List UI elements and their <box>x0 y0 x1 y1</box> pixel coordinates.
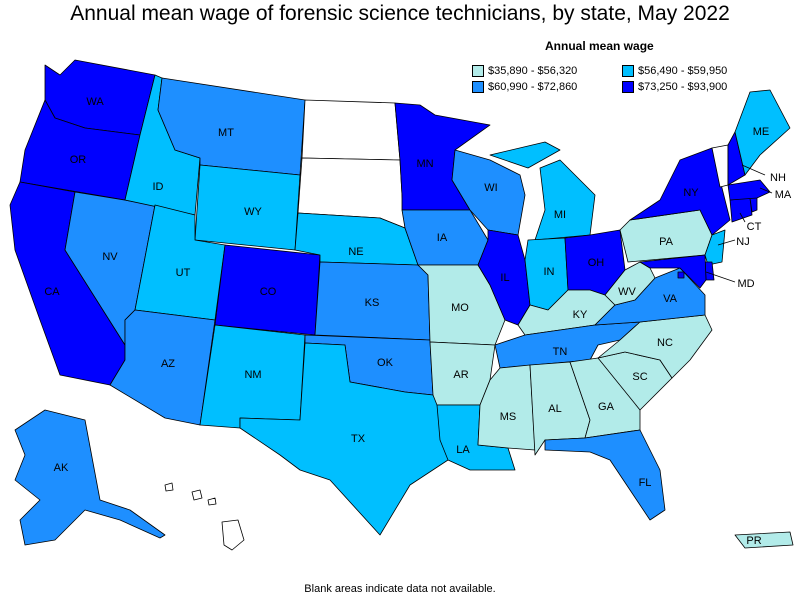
label-CA: CA <box>44 286 60 298</box>
state-TX[interactable] <box>239 342 449 536</box>
callout-line-CT <box>739 212 746 223</box>
label-ME: ME <box>753 126 770 138</box>
label-LA: LA <box>456 444 470 456</box>
map-title: Annual mean wage of forensic science tec… <box>70 2 730 25</box>
label-TX: TX <box>351 433 366 445</box>
state-ME[interactable] <box>734 89 791 176</box>
label-VA: VA <box>663 293 678 305</box>
label-FL: FL <box>639 477 652 489</box>
label-MD: MD <box>737 278 754 290</box>
label-AR: AR <box>453 369 468 381</box>
legend-swatch-bin-2 <box>472 81 484 93</box>
state-NJ[interactable] <box>704 229 726 266</box>
state-WV[interactable] <box>604 261 656 306</box>
label-KS: KS <box>365 297 380 309</box>
label-MS: MS <box>500 411 517 423</box>
label-MN: MN <box>416 158 433 170</box>
label-AL: AL <box>548 403 561 415</box>
label-TN: TN <box>553 346 568 358</box>
label-MI: MI <box>554 209 566 221</box>
label-NY: NY <box>683 187 699 199</box>
label-IA: IA <box>437 232 448 244</box>
legend-swatch-bin-3 <box>622 81 634 93</box>
state-MA[interactable] <box>727 179 771 201</box>
state-DC[interactable] <box>677 271 685 279</box>
state-labels: WA OR CA NV ID MT WY UT AZ CO NM NE KS O… <box>44 96 792 547</box>
label-PR: PR <box>746 535 761 547</box>
label-MT: MT <box>218 127 234 139</box>
label-KY: KY <box>573 309 588 321</box>
label-AZ: AZ <box>161 358 175 370</box>
callout-line-MD <box>705 271 736 283</box>
state-DE[interactable] <box>704 261 715 281</box>
label-IL: IL <box>500 272 509 284</box>
legend-item-bin-2: $60,990 - $72,860 <box>472 81 577 93</box>
state-FL[interactable] <box>544 429 666 521</box>
label-MA: MA <box>775 189 792 201</box>
legend-title: Annual mean wage <box>545 39 654 53</box>
legend-label-bin-0: $35,890 - $56,320 <box>488 65 578 77</box>
label-NV: NV <box>102 251 118 263</box>
label-NC: NC <box>657 337 673 349</box>
label-WI: WI <box>484 182 497 194</box>
label-NH: NH <box>770 172 786 184</box>
state-CT[interactable] <box>729 197 753 223</box>
label-OR: OR <box>70 154 87 166</box>
legend-swatch-bin-0 <box>472 65 484 77</box>
label-ID: ID <box>153 181 164 193</box>
label-WY: WY <box>244 206 262 218</box>
legend-label-bin-2: $60,990 - $72,860 <box>488 81 578 93</box>
state-AZ[interactable] <box>109 309 216 426</box>
label-WV: WV <box>618 286 636 298</box>
legend-item-bin-1: $56,490 - $59,950 <box>622 65 727 77</box>
footnote: Blank areas indicate data not available. <box>304 583 496 595</box>
label-PA: PA <box>659 236 674 248</box>
legend-item-bin-3: $73,250 - $93,900 <box>622 81 727 93</box>
state-NC[interactable] <box>597 314 713 379</box>
label-OK: OK <box>377 357 394 369</box>
callout-line-NH <box>741 164 766 176</box>
state-AK[interactable] <box>14 409 166 546</box>
label-NE: NE <box>348 246 363 258</box>
state-NY[interactable] <box>629 147 731 236</box>
label-CT: CT <box>747 221 762 233</box>
callout-line-NJ <box>717 239 736 246</box>
legend-label-bin-1: $56,490 - $59,950 <box>638 65 728 77</box>
state-ND[interactable] <box>301 99 401 161</box>
label-MO: MO <box>451 302 469 314</box>
label-NJ: NJ <box>736 236 749 248</box>
label-OH: OH <box>588 257 605 269</box>
label-CO: CO <box>260 286 277 298</box>
state-MD[interactable] <box>639 254 707 289</box>
state-IL[interactable] <box>477 229 531 326</box>
callout-line-MA <box>759 187 773 194</box>
label-IN: IN <box>544 266 555 278</box>
legend-label-bin-3: $73,250 - $93,900 <box>638 81 728 93</box>
label-WA: WA <box>86 96 104 108</box>
label-GA: GA <box>598 401 615 413</box>
label-AK: AK <box>54 462 69 474</box>
legend-item-bin-0: $35,890 - $56,320 <box>472 65 577 77</box>
state-HI[interactable] <box>164 482 245 551</box>
legend-swatch-bin-1 <box>622 65 634 77</box>
state-PR[interactable] <box>734 531 794 549</box>
label-UT: UT <box>176 267 191 279</box>
label-SC: SC <box>632 371 647 383</box>
label-NM: NM <box>244 369 261 381</box>
